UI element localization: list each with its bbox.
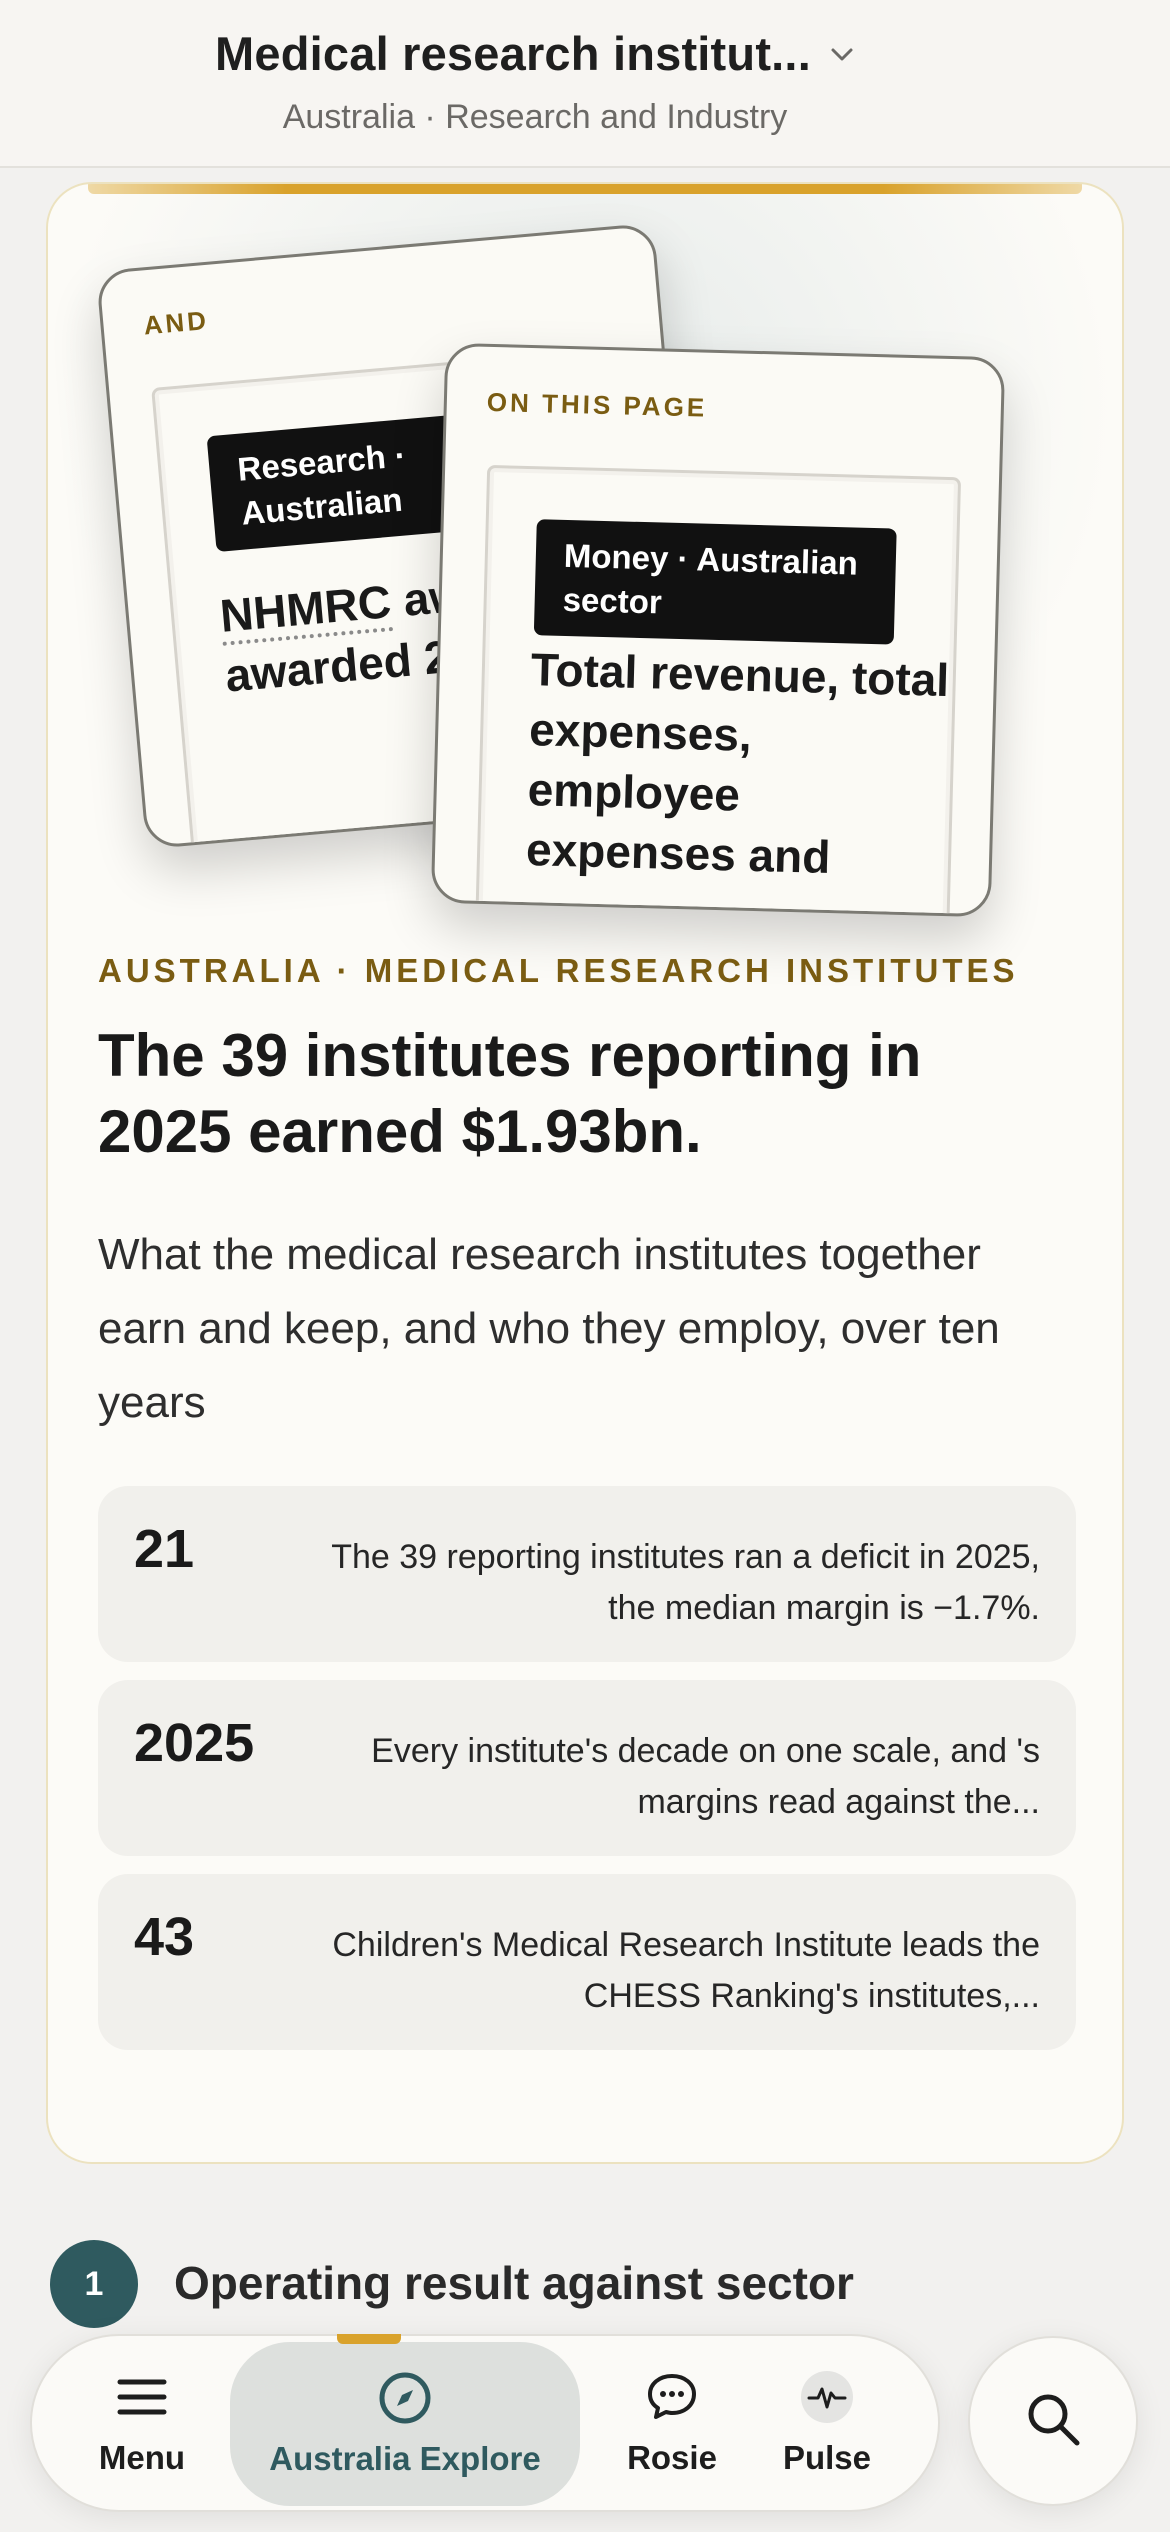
section-title: Operating result against sector — [174, 2257, 854, 2309]
nav-menu-label: Menu — [98, 2439, 186, 2476]
preview-kicker: ON THIS PAGE — [486, 386, 708, 423]
stat-text: Children's Medical Research Institute le… — [332, 1926, 1040, 2015]
pulse-icon — [799, 2369, 855, 2425]
nav-explore-label: Australia Explore — [269, 2440, 541, 2477]
stat-number: 21 — [134, 1519, 195, 1579]
stat-text: The 39 reporting institutes ran a defici… — [331, 1538, 1040, 1627]
nav-explore[interactable]: Australia Explore — [230, 2342, 580, 2506]
lede: What the medical research institutes tog… — [98, 1230, 1000, 1427]
search-button[interactable] — [968, 2336, 1138, 2506]
top-header: Medical research institut... Australia ·… — [0, 0, 1170, 168]
preview-tag: Money · Australian sector — [533, 519, 897, 645]
stat-card[interactable]: 21 The 39 reporting institutes ran a def… — [98, 1486, 1076, 1662]
bottom-nav: Menu Australia Explore Rosie Pulse — [30, 2334, 940, 2512]
preview-headline: Total revenue, total expenses, employee … — [525, 643, 950, 884]
search-icon — [1023, 2389, 1083, 2454]
stat-card[interactable]: 43 Children's Medical Research Institute… — [98, 1874, 1076, 2050]
chat-bubble-icon — [644, 2369, 700, 2425]
nav-rosie[interactable]: Rosie — [602, 2336, 742, 2510]
nav-pulse[interactable]: Pulse — [757, 2336, 897, 2510]
compass-icon — [377, 2370, 433, 2426]
eyebrow: AUSTRALIA · MEDICAL RESEARCH INSTITUTES — [98, 952, 1019, 989]
stat-text: Every institute's decade on one scale, a… — [371, 1732, 1040, 1821]
preview-card-money[interactable]: ON THIS PAGE Money · Australian sector T… — [430, 342, 1006, 918]
page-title: Medical research institut... — [215, 27, 811, 80]
nav-pulse-label: Pulse — [782, 2439, 872, 2476]
headline: The 39 institutes reporting in 2025 earn… — [98, 1022, 922, 1165]
stat-number: 43 — [134, 1907, 195, 1967]
card-accent-bar — [88, 184, 1082, 194]
nav-menu[interactable]: Menu — [72, 2336, 212, 2510]
hero-card: AND Research · Australian NHMRC awarded,… — [46, 182, 1124, 2164]
step-number-badge: 1 — [50, 2240, 138, 2328]
nav-rosie-label: Rosie — [627, 2439, 717, 2476]
page-switcher[interactable]: Medical research institut... — [0, 26, 1170, 81]
stat-card[interactable]: 2025 Every institute's decade on one sca… — [98, 1680, 1076, 1856]
active-indicator — [337, 2334, 401, 2344]
page-subtitle: Australia · Research and Industry — [282, 98, 788, 136]
stat-number: 2025 — [134, 1713, 255, 1773]
chevron-down-icon — [829, 41, 855, 67]
preview-kicker: AND — [142, 304, 211, 341]
menu-icon — [114, 2369, 170, 2425]
